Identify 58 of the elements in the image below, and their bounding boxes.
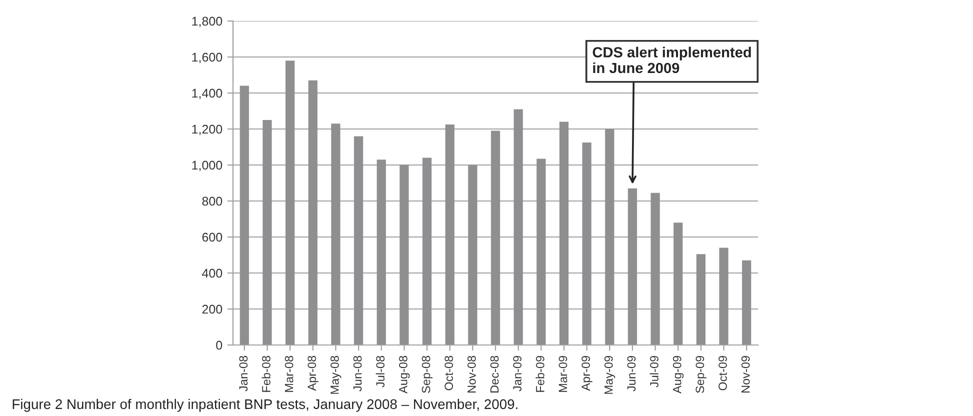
bar <box>240 86 249 345</box>
bar <box>536 158 546 345</box>
bar <box>674 222 683 345</box>
y-tick-label: 1,000 <box>192 160 222 172</box>
y-tick-label: 600 <box>202 232 222 242</box>
x-tick-label: Jun-09 <box>627 356 636 392</box>
x-tick-label: Aug-09 <box>672 356 684 394</box>
x-tick-label: May-09 <box>604 356 616 394</box>
x-tick-label: Nov-08 <box>467 356 476 393</box>
x-tick-label: Sep-08 <box>422 356 433 393</box>
bar <box>400 165 409 345</box>
y-tick-label: 400 <box>202 268 222 278</box>
x-tick-label: Dec-08 <box>490 356 499 393</box>
x-tick-label: Aug-08 <box>399 356 410 394</box>
x-tick-label: May-08 <box>330 356 342 394</box>
x-tick-label: Nov-09 <box>741 356 750 393</box>
x-tick-label: Apr-09 <box>582 356 592 391</box>
bar <box>719 248 728 345</box>
x-tick-label: Apr-08 <box>308 356 318 391</box>
y-tick-label: 1,200 <box>192 124 222 136</box>
bar <box>742 260 752 345</box>
bar <box>331 124 340 345</box>
bar <box>650 192 660 345</box>
bar <box>605 129 614 345</box>
bar <box>308 80 318 345</box>
x-tick-label: Oct-09 <box>718 356 727 390</box>
bar <box>468 165 478 345</box>
y-tick-label: 800 <box>202 196 222 206</box>
x-tick-label: Jul-08 <box>376 356 385 388</box>
bar <box>376 160 386 345</box>
x-tick-label: Feb-08 <box>262 356 270 392</box>
x-tick-label: Mar-09 <box>558 356 568 392</box>
annotation: CDS alert implemented in June 2009 <box>592 46 751 74</box>
x-tick-label: Feb-09 <box>536 356 544 392</box>
bar <box>582 142 592 345</box>
bar <box>286 60 295 345</box>
bar <box>696 254 706 345</box>
y-tick-label: 1,400 <box>192 88 222 100</box>
x-tick-label: Jan-09 <box>513 356 522 392</box>
y-tick-label: 200 <box>202 304 222 314</box>
x-tick-label: Jun-08 <box>353 356 362 392</box>
bar <box>514 109 523 345</box>
y-tick-label: 1,600 <box>192 52 222 64</box>
x-tick-label: Sep-09 <box>696 356 706 393</box>
caption: Figure 2 Number of monthly inpatient BNP tests, January 2008 – November, 2009. <box>12 398 518 412</box>
bar <box>354 136 364 345</box>
y-tick-label: 0 <box>216 340 222 350</box>
x-tick-label: Jan-08 <box>239 356 248 392</box>
bar <box>262 120 272 345</box>
x-tick-label: Mar-08 <box>284 356 294 392</box>
bar <box>490 130 500 345</box>
y-tick-label: 1,800 <box>192 16 222 28</box>
bar <box>628 188 638 345</box>
bar <box>422 158 432 345</box>
x-tick-label: Oct-08 <box>444 356 454 390</box>
bar <box>445 124 454 345</box>
x-tick-label: Jul-09 <box>650 356 658 388</box>
bar <box>559 122 569 345</box>
